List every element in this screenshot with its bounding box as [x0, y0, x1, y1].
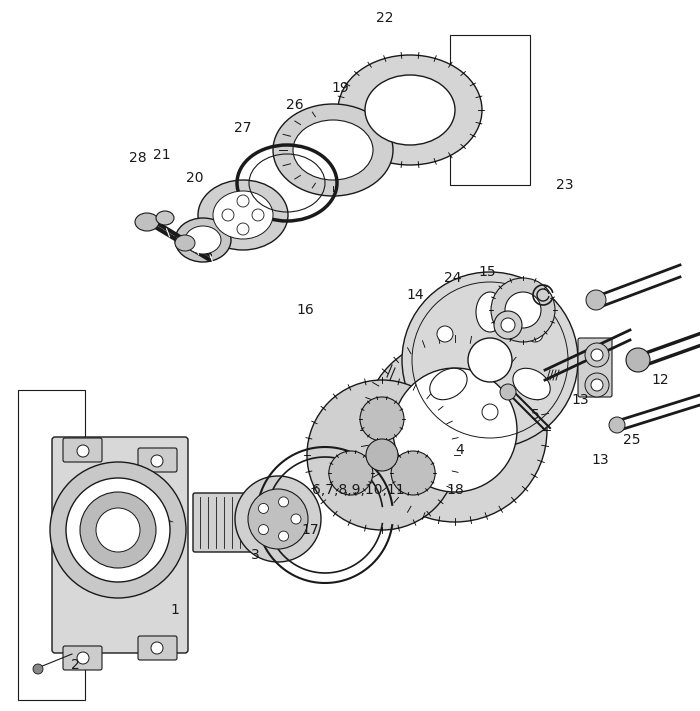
Ellipse shape: [505, 292, 541, 328]
Ellipse shape: [501, 318, 515, 332]
Ellipse shape: [198, 180, 288, 250]
Text: 15: 15: [478, 265, 496, 279]
Text: 26: 26: [286, 98, 304, 112]
Text: 1: 1: [171, 603, 179, 617]
FancyBboxPatch shape: [578, 338, 612, 397]
FancyBboxPatch shape: [138, 636, 177, 660]
Ellipse shape: [213, 191, 273, 239]
Ellipse shape: [252, 209, 264, 221]
Ellipse shape: [156, 211, 174, 225]
Ellipse shape: [222, 209, 234, 221]
Ellipse shape: [66, 478, 170, 582]
Ellipse shape: [291, 514, 301, 524]
Ellipse shape: [513, 368, 550, 400]
Text: 3: 3: [251, 548, 260, 562]
Text: 5: 5: [531, 408, 540, 422]
Ellipse shape: [366, 439, 398, 471]
Ellipse shape: [402, 272, 578, 448]
Ellipse shape: [248, 489, 308, 549]
Ellipse shape: [279, 497, 288, 507]
Ellipse shape: [258, 525, 268, 535]
Ellipse shape: [591, 379, 603, 391]
Ellipse shape: [609, 417, 625, 433]
Text: 2: 2: [71, 658, 79, 672]
Text: 28: 28: [130, 151, 147, 165]
Text: 21: 21: [153, 148, 171, 162]
Text: 4: 4: [456, 443, 464, 457]
Text: 14: 14: [406, 288, 424, 302]
Ellipse shape: [500, 384, 516, 400]
Text: 24: 24: [444, 271, 462, 285]
Ellipse shape: [151, 642, 163, 654]
Text: 27: 27: [234, 121, 252, 135]
Ellipse shape: [185, 226, 221, 254]
Ellipse shape: [273, 104, 393, 196]
Ellipse shape: [360, 397, 404, 441]
Text: 13: 13: [592, 453, 609, 467]
Ellipse shape: [135, 213, 159, 231]
FancyBboxPatch shape: [63, 438, 102, 462]
Ellipse shape: [527, 326, 543, 342]
Ellipse shape: [77, 445, 89, 457]
Text: 6,7,8,9,10,11: 6,7,8,9,10,11: [312, 483, 405, 497]
Text: 20: 20: [186, 171, 204, 185]
Text: 19: 19: [331, 81, 349, 95]
Ellipse shape: [175, 218, 231, 262]
FancyBboxPatch shape: [52, 437, 188, 653]
Ellipse shape: [591, 349, 603, 361]
Ellipse shape: [626, 348, 650, 372]
Text: 17: 17: [301, 523, 318, 537]
Ellipse shape: [258, 503, 268, 513]
Ellipse shape: [77, 652, 89, 664]
Text: 13: 13: [571, 393, 589, 407]
Ellipse shape: [338, 55, 482, 165]
Text: 23: 23: [556, 178, 574, 192]
Ellipse shape: [494, 311, 522, 339]
Ellipse shape: [491, 278, 555, 342]
Ellipse shape: [586, 290, 606, 310]
Ellipse shape: [363, 338, 547, 522]
Ellipse shape: [391, 451, 435, 495]
Ellipse shape: [151, 455, 163, 467]
Ellipse shape: [393, 368, 517, 492]
Text: 25: 25: [623, 433, 640, 447]
Ellipse shape: [293, 120, 373, 180]
Ellipse shape: [96, 508, 140, 552]
Ellipse shape: [80, 492, 156, 568]
Ellipse shape: [430, 368, 467, 400]
Ellipse shape: [175, 235, 195, 251]
Ellipse shape: [237, 223, 249, 235]
Ellipse shape: [235, 476, 321, 562]
FancyBboxPatch shape: [193, 493, 282, 552]
Ellipse shape: [585, 343, 609, 367]
Ellipse shape: [437, 326, 453, 342]
Ellipse shape: [468, 338, 512, 382]
Ellipse shape: [365, 75, 455, 145]
Ellipse shape: [33, 664, 43, 674]
Ellipse shape: [476, 292, 504, 332]
Ellipse shape: [237, 195, 249, 207]
Ellipse shape: [307, 380, 457, 530]
Text: 22: 22: [377, 11, 393, 25]
FancyBboxPatch shape: [63, 646, 102, 670]
Ellipse shape: [50, 462, 186, 598]
Text: 18: 18: [446, 483, 464, 497]
Ellipse shape: [329, 451, 373, 495]
FancyBboxPatch shape: [138, 448, 177, 472]
Text: 16: 16: [296, 303, 314, 317]
Ellipse shape: [482, 404, 498, 420]
Text: 12: 12: [651, 373, 668, 387]
Ellipse shape: [585, 373, 609, 397]
Ellipse shape: [279, 531, 288, 541]
